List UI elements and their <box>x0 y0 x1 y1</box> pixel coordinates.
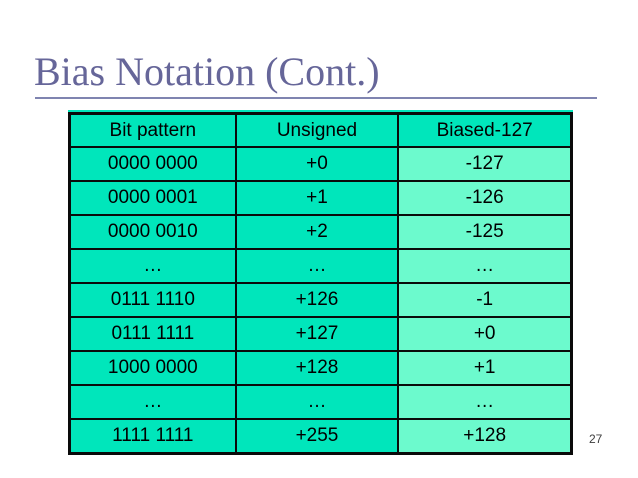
header-bit-pattern: Bit pattern <box>68 112 237 148</box>
table-cell: 1111 1111 <box>68 417 237 455</box>
bias-table-wrapper: Bit pattern Unsigned Biased-127 0000 000… <box>68 112 573 455</box>
table-cell: -127 <box>397 146 573 182</box>
page-number: 27 <box>589 432 603 446</box>
table-cell: +0 <box>397 315 573 352</box>
table-cell: +127 <box>234 315 400 352</box>
table-cell: +1 <box>234 179 400 216</box>
table-cell: 0000 0001 <box>68 179 237 216</box>
accent-bar-blue <box>0 318 15 478</box>
table-row: ……… <box>68 247 573 284</box>
accent-bar-yellow <box>0 0 15 158</box>
table-cell: 0000 0010 <box>68 213 237 250</box>
table-cell: … <box>68 383 237 420</box>
table-cell: … <box>234 247 400 284</box>
table-cell: +255 <box>234 417 400 455</box>
table-cell: +0 <box>234 146 400 182</box>
table-cell: 1000 0000 <box>68 349 237 386</box>
table-row: 0111 1110 +126 -1 <box>68 281 573 318</box>
table-header-row: Bit pattern Unsigned Biased-127 <box>68 112 573 148</box>
table-cell: … <box>397 247 573 284</box>
bias-notation-table: Bit pattern Unsigned Biased-127 0000 000… <box>68 112 573 455</box>
table-row: 0111 1111 +127 +0 <box>68 315 573 352</box>
table-cell: -1 <box>397 281 573 318</box>
table-row: 1000 0000 +128 +1 <box>68 349 573 386</box>
table-cell: +128 <box>234 349 400 386</box>
table-row: ……… <box>68 383 573 420</box>
table-row: 1111 1111 +255 +128 <box>68 417 573 455</box>
table-cell: … <box>397 383 573 420</box>
table-cell: … <box>234 383 400 420</box>
table-cell: 0111 1111 <box>68 315 237 352</box>
table-cell: -126 <box>397 179 573 216</box>
title-underline <box>35 97 597 99</box>
table-cell: +2 <box>234 213 400 250</box>
table-row: 0000 0000 +0 -127 <box>68 146 573 182</box>
table-row: 0000 0001 +1 -126 <box>68 179 573 216</box>
table-cell: +1 <box>397 349 573 386</box>
table-cell: -125 <box>397 213 573 250</box>
table-cell: +128 <box>397 417 573 455</box>
slide-title: Bias Notation (Cont.) <box>34 49 380 94</box>
accent-bar-orange <box>0 158 15 318</box>
table-cell: 0000 0000 <box>68 146 237 182</box>
table-row: 0000 0010 +2 -125 <box>68 213 573 250</box>
table-body: 0000 0000 +0 -127 0000 0001 +1 -126 0000 0010 +… <box>68 146 573 455</box>
table-cell: +126 <box>234 281 400 318</box>
header-biased-127: Biased-127 <box>397 112 573 148</box>
header-unsigned: Unsigned <box>234 112 400 148</box>
table-cell: … <box>68 247 237 284</box>
table-cell: 0111 1110 <box>68 281 237 318</box>
